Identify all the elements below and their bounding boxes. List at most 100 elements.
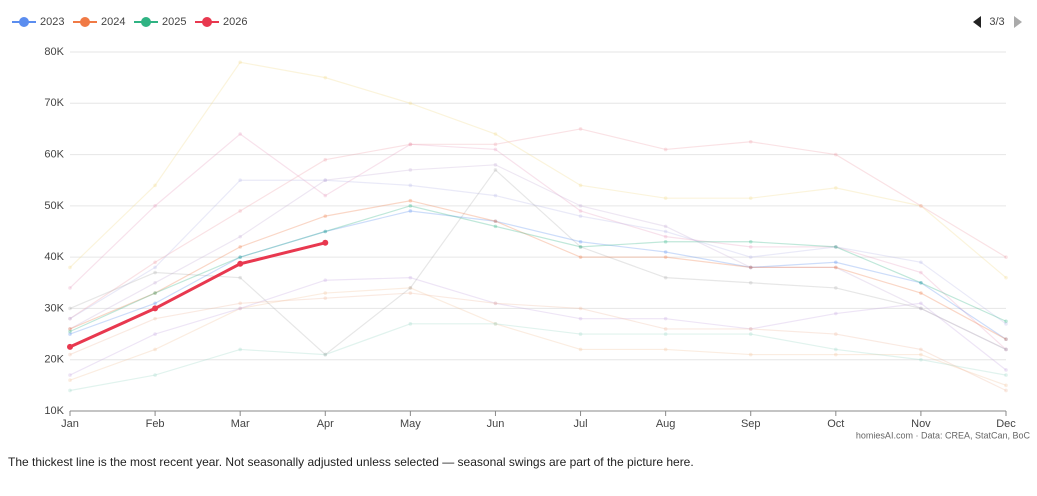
point (322, 239, 329, 246)
point (68, 388, 72, 393)
point (408, 275, 413, 280)
point (578, 127, 583, 131)
series-line (69, 200, 1007, 340)
series-line (69, 169, 1007, 356)
point (663, 255, 668, 259)
point (493, 219, 498, 224)
point (578, 245, 583, 249)
point (153, 265, 157, 270)
point (663, 147, 668, 152)
x-tick-label: Jun (487, 418, 505, 430)
point (1004, 337, 1008, 342)
y-tick-label: 60K (44, 148, 64, 160)
point (919, 270, 923, 275)
point (67, 343, 73, 350)
point (493, 163, 498, 167)
point (663, 275, 668, 280)
point (1004, 347, 1008, 352)
point (748, 139, 753, 144)
point (153, 316, 157, 321)
point (919, 357, 923, 362)
legend-dot[interactable] (202, 17, 212, 27)
point (153, 204, 157, 208)
point (748, 327, 753, 331)
series-line (69, 241, 326, 349)
legend-label[interactable]: 2023 (40, 16, 64, 28)
point (68, 352, 72, 357)
point (153, 260, 157, 265)
point (919, 306, 923, 311)
note: The thickest line is the most recent yea… (8, 455, 694, 469)
point (238, 60, 242, 65)
point (493, 168, 498, 172)
point (834, 332, 838, 336)
point (408, 209, 413, 213)
point (237, 260, 244, 267)
point (663, 347, 668, 352)
point (323, 229, 328, 234)
point (663, 250, 668, 254)
legend-label[interactable]: 2024 (101, 16, 125, 28)
point (408, 183, 413, 188)
point (748, 265, 753, 270)
point (408, 142, 413, 147)
point (238, 245, 242, 249)
point (663, 332, 668, 336)
point (834, 245, 838, 249)
legend-dot[interactable] (141, 17, 151, 27)
point (323, 291, 328, 295)
y-tick-label: 80K (44, 46, 64, 58)
point (748, 280, 753, 285)
point (834, 265, 838, 270)
point (663, 239, 668, 244)
legend-dot[interactable] (80, 17, 90, 27)
point (748, 196, 753, 200)
pager-next[interactable] (1014, 16, 1022, 28)
point (919, 260, 923, 265)
point (834, 311, 838, 316)
point (68, 316, 72, 321)
point (153, 183, 157, 188)
point (323, 352, 328, 357)
point (408, 286, 413, 290)
point (153, 291, 157, 295)
point (493, 224, 498, 229)
point (238, 178, 242, 183)
point (68, 306, 72, 311)
point (578, 255, 583, 259)
point (663, 224, 668, 229)
point (493, 147, 498, 152)
point (323, 278, 328, 283)
point (68, 327, 72, 331)
point (834, 260, 838, 265)
legend-label[interactable]: 2026 (223, 16, 247, 28)
point (323, 193, 328, 198)
point (578, 306, 583, 311)
point (578, 204, 583, 208)
point (919, 204, 923, 208)
pager-prev[interactable] (973, 16, 981, 28)
legend-dot[interactable] (19, 17, 29, 27)
point (748, 332, 753, 336)
x-tick-label: Apr (317, 418, 334, 430)
point (1004, 347, 1008, 352)
point (493, 132, 498, 136)
point (408, 101, 413, 106)
series-line (69, 277, 1007, 376)
point (68, 327, 72, 331)
point (578, 209, 583, 213)
point (408, 198, 413, 203)
point (1004, 322, 1008, 326)
point (834, 152, 838, 157)
point (493, 322, 498, 326)
y-tick-label: 50K (44, 200, 64, 212)
point (323, 75, 328, 80)
source: homiesAI.com · Data: CREA, StatCan, BoC (856, 430, 1031, 440)
point (1004, 373, 1008, 377)
point (663, 316, 668, 321)
legend-label[interactable]: 2025 (162, 16, 186, 28)
point (663, 229, 668, 234)
y-tick-label: 40K (44, 251, 64, 263)
point (238, 306, 242, 311)
